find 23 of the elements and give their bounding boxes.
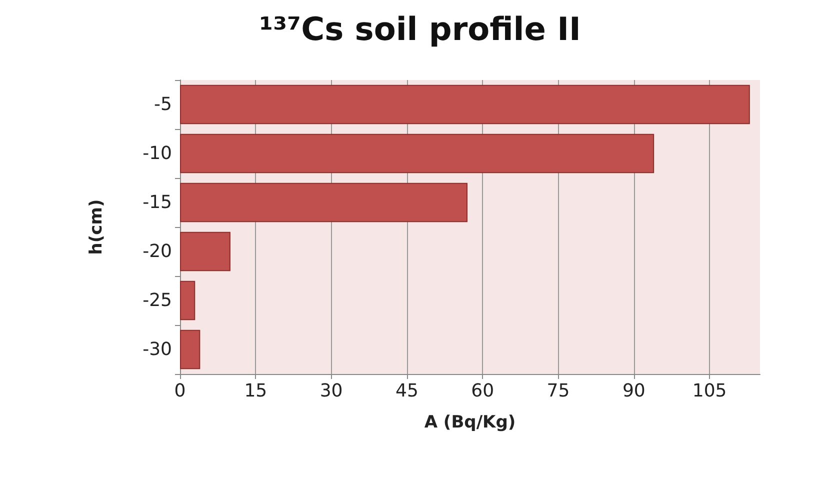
x-tick-label: 105 [692, 380, 727, 402]
x-tick-label: 45 [396, 380, 418, 402]
y-tick-label: -15 [142, 192, 172, 213]
bar [180, 330, 200, 370]
x-tick-label: 90 [622, 380, 646, 402]
y-axis-title: h(cm) [86, 199, 106, 255]
y-tick-label: -30 [142, 339, 172, 360]
x-axis-title: A (Bq/Kg) [424, 412, 516, 432]
x-tick-label: 0 [174, 380, 186, 402]
bar [180, 134, 654, 174]
bar [180, 84, 750, 124]
bar [180, 232, 230, 272]
y-tick-label: -25 [142, 290, 172, 311]
bar [180, 280, 196, 320]
x-tick-label: 30 [320, 380, 343, 402]
bar [180, 182, 468, 222]
x-tick-label: 75 [546, 380, 570, 402]
x-tick-label: 60 [471, 380, 494, 402]
y-tick-label: -5 [154, 94, 172, 115]
x-tick-label: 15 [244, 380, 268, 402]
y-tick-label: -10 [142, 143, 172, 164]
chart-title: ¹³⁷Cs soil profile II [259, 10, 581, 48]
y-tick-label: -20 [142, 241, 172, 262]
